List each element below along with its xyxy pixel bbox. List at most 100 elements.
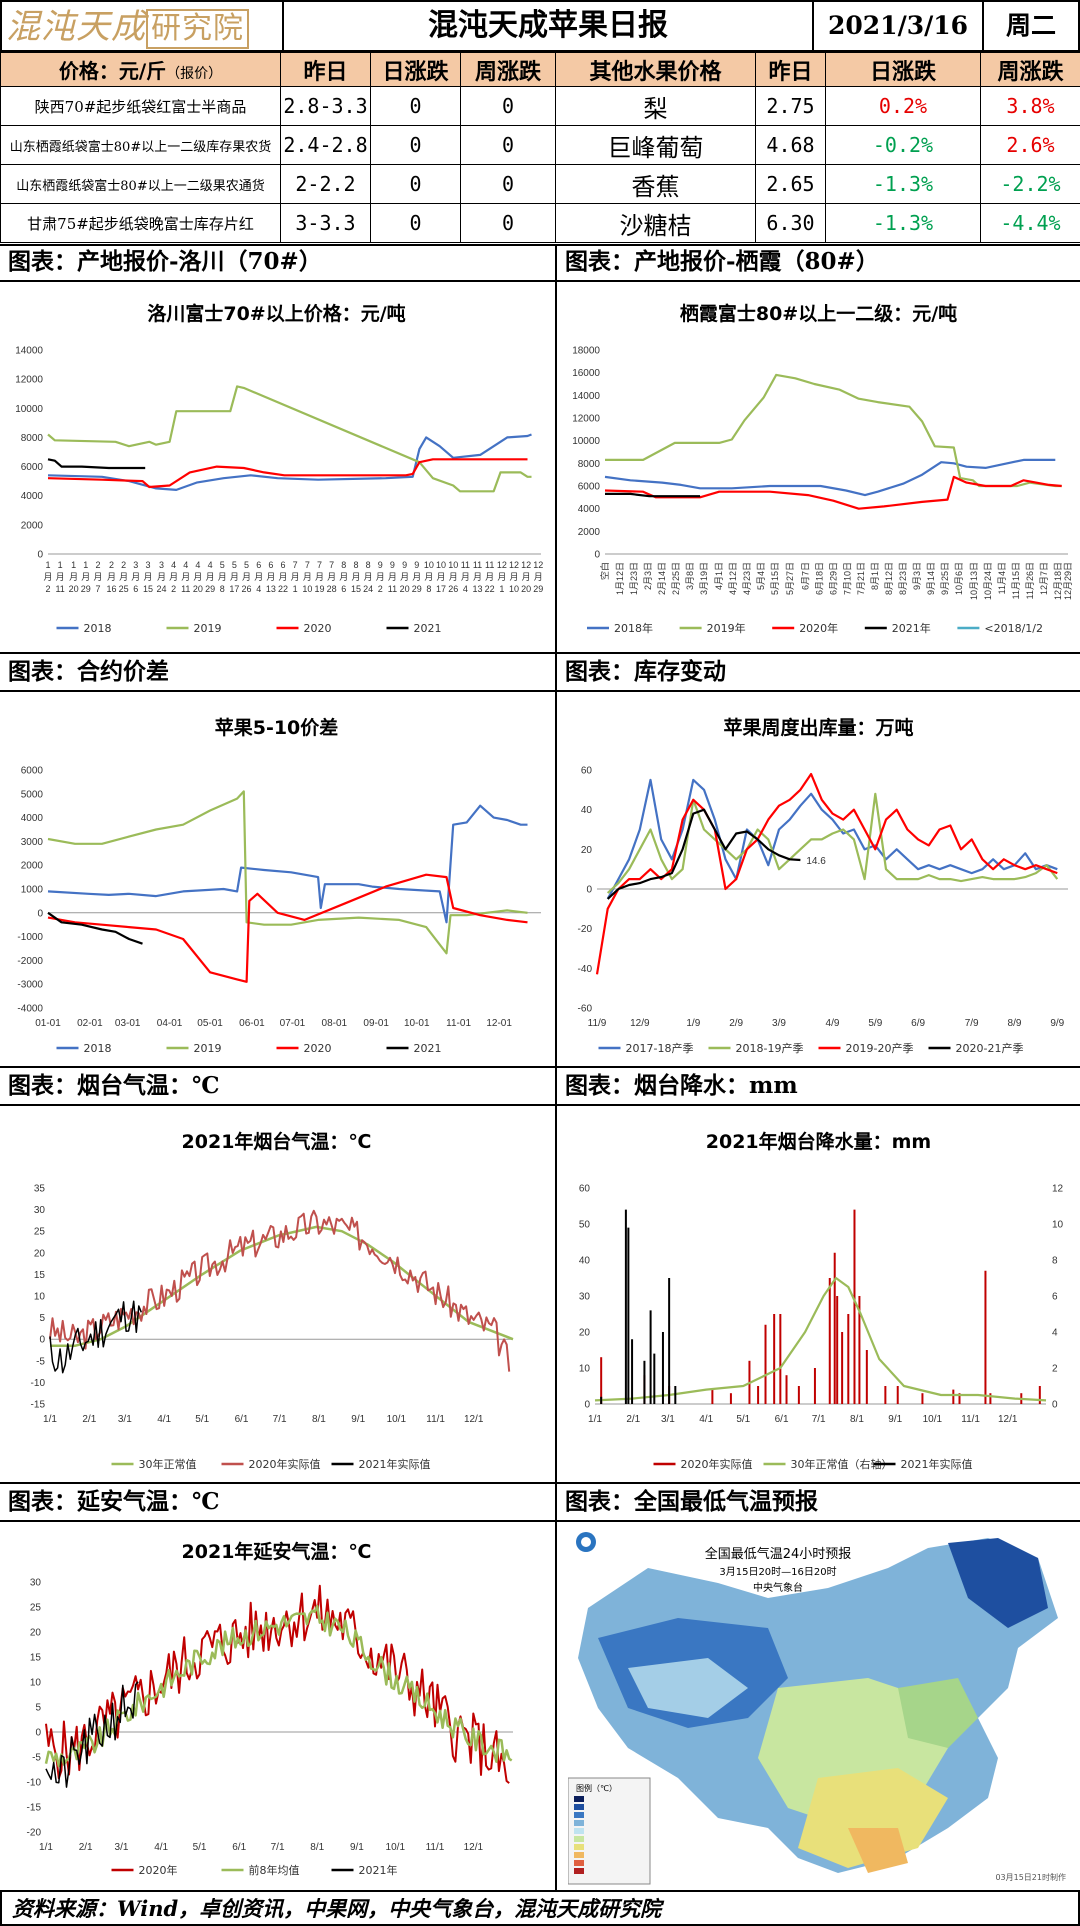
series-line-2018 bbox=[47, 804, 528, 924]
x-tick-label: 1 bbox=[83, 560, 88, 570]
x-tick-label: 5/1 bbox=[193, 1842, 207, 1853]
series-line-2021 bbox=[47, 911, 143, 945]
x-tick-label: 10 bbox=[424, 560, 434, 570]
y-tick-label: -2000 bbox=[17, 956, 43, 967]
legend-label: 2018 bbox=[84, 622, 112, 635]
x-tick-label: 12月29日 bbox=[1063, 562, 1073, 600]
fruit-week-change: -4.4% bbox=[980, 203, 1080, 243]
y-tick-label: 25 bbox=[30, 1603, 42, 1614]
x-tick-label: 5 bbox=[244, 560, 249, 570]
x-tick-label: 8/1 bbox=[310, 1842, 324, 1853]
x-tick-label: 12-01 bbox=[486, 1018, 512, 1029]
apple-week-change: 0 bbox=[460, 203, 556, 243]
section-title-yantai-temp: 图表：烟台气温：℃ bbox=[8, 1072, 220, 1099]
x-tick-label: 24 bbox=[156, 584, 166, 594]
legend-label: 2021年实际值 bbox=[901, 1457, 973, 1471]
legend-label: 2020年实际值 bbox=[681, 1457, 753, 1471]
x-tick-label: 11 bbox=[181, 584, 190, 594]
x-tick-label: 月 bbox=[69, 572, 78, 582]
x-tick-label: 8月23日 bbox=[898, 562, 908, 595]
x-tick-label: 6 bbox=[256, 560, 261, 570]
series-line-2020-21产季 bbox=[606, 808, 801, 900]
x-tick-label: 11月26日 bbox=[1025, 562, 1035, 599]
x-tick-label: 9/1 bbox=[350, 1842, 364, 1853]
x-tick-label: 月 bbox=[303, 572, 312, 582]
x-tick-label: 1 bbox=[293, 584, 298, 594]
apple-price: 3-3.3 bbox=[280, 203, 371, 243]
x-tick-label: 1月12日 bbox=[615, 562, 625, 595]
x-tick-label: 9 bbox=[402, 560, 407, 570]
x-tick-label: 06-01 bbox=[239, 1018, 265, 1029]
y-tick-label: 0 bbox=[39, 1335, 45, 1346]
series-line-2020 bbox=[47, 873, 528, 983]
x-tick-label: 月 bbox=[364, 572, 373, 582]
x-tick-label: 2 bbox=[171, 584, 176, 594]
x-tick-label: 4 bbox=[171, 560, 176, 570]
x-tick-label: 10/1 bbox=[923, 1414, 943, 1425]
x-tick-label: 月 bbox=[449, 572, 458, 582]
fruit-week-change: 2.6% bbox=[980, 125, 1080, 165]
x-tick-label: 10/1 bbox=[386, 1842, 406, 1853]
map-agency: 中央气象台 bbox=[753, 1581, 803, 1594]
header-fruit-day-change: 日涨跌 bbox=[825, 52, 981, 87]
y-tick-label: 10000 bbox=[572, 436, 600, 447]
x-tick-label: 01-01 bbox=[35, 1018, 61, 1029]
report-weekday: 周二 bbox=[982, 2, 1078, 50]
x-tick-label: 4/1 bbox=[699, 1414, 713, 1425]
fruit-price: 2.75 bbox=[755, 86, 826, 126]
y-tick-label: 10 bbox=[579, 1364, 591, 1375]
fruit-name: 梨 bbox=[555, 86, 756, 126]
x-tick-label: 2/1 bbox=[82, 1414, 96, 1425]
chart-yantai-temp: 2021年烟台气温：℃ -15 -10 -5 0 5 10 15 20 25 30 35 1/1 2/1 3… bbox=[31, 1130, 514, 1471]
series-line-30年正常值（右轴） bbox=[594, 1276, 1047, 1402]
x-tick-label: 5月27日 bbox=[785, 562, 795, 595]
x-tick-label: 17 bbox=[436, 584, 446, 594]
x-tick-label: 11 bbox=[485, 560, 494, 570]
series-line-2021年实际值 bbox=[49, 1300, 142, 1374]
y-tick-label: -40 bbox=[578, 964, 593, 975]
x-tick-label: 2/1 bbox=[626, 1414, 640, 1425]
legend-label: 2020年实际值 bbox=[249, 1457, 321, 1471]
x-tick-label: 7月21日 bbox=[856, 562, 866, 595]
x-tick-label: 月 bbox=[181, 572, 190, 582]
y2-tick-label: 4 bbox=[1052, 1328, 1058, 1339]
apple-price: 2-2.2 bbox=[280, 164, 371, 204]
chart-title: 栖霞富士80#以上一二级：元/吨 bbox=[680, 302, 957, 325]
fruit-price: 6.30 bbox=[755, 203, 826, 243]
x-tick-label: 10月24日 bbox=[983, 562, 993, 600]
x-tick-label: 12 bbox=[497, 560, 507, 570]
section-title-qixia: 图表：产地报价-栖霞（80#） bbox=[565, 248, 879, 275]
x-tick-label: 8/1 bbox=[312, 1414, 326, 1425]
chart-title: 2021年烟台降水量：mm bbox=[706, 1130, 931, 1153]
x-tick-label: 月 bbox=[339, 572, 348, 582]
legend-label: 2019 bbox=[194, 1042, 222, 1055]
y-tick-label: 0 bbox=[586, 885, 592, 896]
chart-qixia: 栖霞富士80#以上一二级：元/吨 0 2000 4000 6000 8000 10000 12… bbox=[572, 302, 1073, 635]
x-tick-label: 09-01 bbox=[363, 1018, 389, 1029]
x-tick-label: 22 bbox=[278, 584, 288, 594]
series-2021年实际值 bbox=[600, 1209, 677, 1404]
series-line-30年正常值 bbox=[50, 1225, 514, 1347]
x-tick-label: 8/9 bbox=[1008, 1018, 1022, 1029]
y-tick-label: 10 bbox=[30, 1678, 42, 1689]
report-date: 2021/3/16 bbox=[812, 2, 982, 50]
y-tick-label: 60 bbox=[581, 766, 593, 777]
series-line-2018 bbox=[47, 433, 532, 491]
x-tick-label: 26 bbox=[448, 584, 458, 594]
x-tick-label: 3/1 bbox=[118, 1414, 132, 1425]
fruit-day-change: 0.2% bbox=[825, 86, 981, 126]
report-title: 混沌天成苹果日报 bbox=[282, 2, 812, 50]
y-tick-label: 4000 bbox=[21, 491, 44, 502]
report-header: 混沌天成 研究院 混沌天成苹果日报 2021/3/16 周二 bbox=[0, 0, 1080, 52]
y-tick-label: 30 bbox=[34, 1205, 46, 1216]
legend-label: <2018/1/2 bbox=[984, 622, 1043, 635]
y-tick-label: 40 bbox=[581, 805, 593, 816]
x-tick-label: 11-01 bbox=[446, 1018, 471, 1029]
y-tick-label: 8000 bbox=[21, 433, 44, 444]
x-tick-label: 9 bbox=[390, 560, 395, 570]
y-tick-label: 2000 bbox=[21, 520, 44, 531]
x-tick-label: 1/1 bbox=[588, 1414, 602, 1425]
apple-day-change: 0 bbox=[370, 125, 461, 165]
x-tick-label: 19 bbox=[314, 584, 324, 594]
series-line-2019 bbox=[47, 385, 532, 493]
